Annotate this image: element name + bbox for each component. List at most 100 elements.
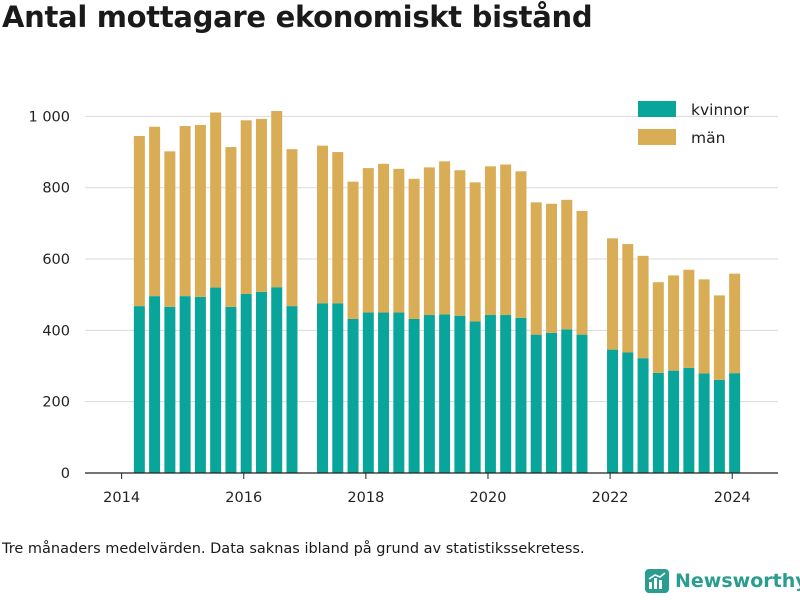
- bar-man: [210, 112, 222, 288]
- bar-kvinnor: [347, 318, 359, 473]
- chart-title: Antal mottagare ekonomiskt bistånd: [2, 0, 593, 34]
- bar-man: [347, 181, 359, 319]
- bar-man: [179, 126, 191, 297]
- bar-kvinnor: [317, 303, 329, 473]
- bar-kvinnor: [362, 312, 374, 473]
- x-tick-label: 2014: [103, 490, 140, 506]
- bar-man: [729, 273, 741, 374]
- bar-kvinnor: [469, 321, 481, 473]
- x-tick-label: 2018: [347, 490, 384, 506]
- bar-kvinnor: [698, 373, 710, 473]
- bar-kvinnor: [378, 312, 390, 473]
- bar-kvinnor: [255, 291, 267, 473]
- bar-kvinnor: [622, 352, 634, 473]
- bar-man: [393, 168, 405, 313]
- x-axis-labels: 2014 2016 2018 2020 2022 2024: [103, 490, 750, 506]
- bar-kvinnor: [683, 367, 695, 473]
- bar-kvinnor: [637, 358, 649, 473]
- bar-man: [225, 147, 237, 307]
- footnote: Tre månaders medelvärden. Data saknas ib…: [2, 541, 585, 557]
- bar-man: [698, 279, 710, 374]
- bar-kvinnor: [515, 317, 527, 473]
- y-tick-label: 200: [42, 395, 70, 411]
- bar-kvinnor: [713, 379, 725, 473]
- bar-man: [454, 170, 466, 316]
- y-tick-label: 1 000: [28, 109, 70, 125]
- bar-man: [576, 210, 588, 335]
- y-tick-label: 800: [42, 181, 70, 197]
- bar-kvinnor: [576, 334, 588, 473]
- bar-man: [500, 164, 512, 316]
- bar-kvinnor: [149, 296, 161, 473]
- legend-label: kvinnor: [691, 101, 750, 119]
- bar-kvinnor: [133, 306, 145, 473]
- bar-kvinnor: [210, 287, 222, 473]
- bar-man: [515, 171, 527, 318]
- bar-man: [133, 136, 145, 307]
- x-tick-label: 2022: [592, 490, 629, 506]
- bar-kvinnor: [393, 312, 405, 473]
- bar-man: [545, 203, 557, 333]
- bar-man: [683, 269, 695, 368]
- bar-kvinnor: [545, 332, 557, 473]
- y-tick-label: 400: [42, 323, 70, 339]
- bar-kvinnor: [607, 349, 619, 473]
- bar-kvinnor: [668, 370, 680, 473]
- bar-kvinnor: [454, 315, 466, 473]
- x-tick-label: 2020: [470, 490, 507, 506]
- bar-kvinnor: [561, 329, 573, 473]
- bar-kvinnor: [423, 315, 435, 473]
- bar-kvinnor: [286, 306, 298, 473]
- bar-kvinnor: [179, 296, 191, 473]
- y-axis-labels: 0 200 400 600 800 1 000: [28, 109, 70, 482]
- bar-man: [561, 199, 573, 330]
- bar-man: [255, 118, 267, 292]
- bar-man: [652, 282, 664, 373]
- bar-kvinnor: [484, 315, 496, 473]
- bar-kvinnor: [240, 293, 252, 473]
- y-tick-label: 0: [61, 466, 70, 482]
- legend-label: män: [691, 129, 725, 147]
- bar-man: [149, 126, 161, 297]
- bar-man: [668, 275, 680, 371]
- bar-kvinnor: [408, 318, 420, 473]
- bar-man: [469, 182, 481, 322]
- y-tick-label: 600: [42, 252, 70, 268]
- bar-man: [378, 163, 390, 313]
- bar-man: [271, 111, 283, 288]
- bar-kvinnor: [225, 306, 237, 473]
- bar-man: [637, 255, 649, 359]
- bar-kvinnor: [439, 314, 451, 473]
- bar-kvinnor: [332, 303, 344, 473]
- x-axis: [85, 472, 778, 479]
- bar-man: [240, 120, 252, 294]
- bar-man: [332, 152, 344, 304]
- legend-swatch: [638, 101, 676, 117]
- bar-kvinnor: [652, 372, 664, 473]
- newsworthy-logo-icon: [645, 569, 669, 593]
- bar-man: [317, 145, 329, 304]
- legend: kvinnor män: [638, 101, 750, 147]
- bar-man: [713, 295, 725, 380]
- bar-man: [484, 166, 496, 316]
- bar-man: [408, 178, 420, 319]
- bar-kvinnor: [271, 287, 283, 473]
- bar-kvinnor: [194, 296, 206, 473]
- bar-kvinnor: [164, 306, 176, 473]
- bar-kvinnor: [500, 315, 512, 473]
- bar-man: [607, 238, 619, 350]
- bar-man: [622, 244, 634, 353]
- bar-man: [423, 167, 435, 316]
- bar-man: [194, 124, 206, 297]
- legend-swatch: [638, 129, 676, 145]
- bar-kvinnor: [530, 334, 542, 473]
- bar-kvinnor: [729, 373, 741, 473]
- bar-man: [439, 161, 451, 315]
- x-tick-label: 2016: [225, 490, 262, 506]
- bar-man: [530, 202, 542, 335]
- x-tick-label: 2024: [714, 490, 751, 506]
- bar-man: [164, 151, 176, 307]
- bars: [133, 111, 741, 473]
- brand-name: Newsworthy: [675, 570, 800, 592]
- bar-man: [362, 168, 374, 313]
